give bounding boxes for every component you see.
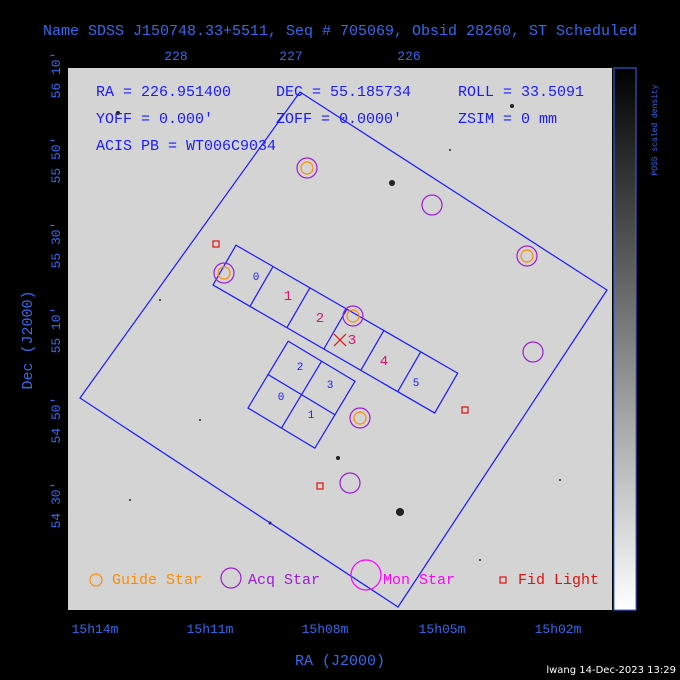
acis-s-array bbox=[212, 244, 459, 414]
title: Name SDSS J150748.33+5511, Seq # 705069,… bbox=[43, 23, 637, 40]
s-chip-label: 3 bbox=[348, 333, 356, 349]
header-dec: DEC = 55.185734 bbox=[276, 84, 411, 101]
header-zsim: ZSIM = 0 mm bbox=[458, 111, 557, 128]
x-axis-label: RA (J2000) bbox=[295, 653, 385, 670]
colorbar-tick-label: 2000 bbox=[640, 567, 650, 589]
colorbar-title: POSS scaled density bbox=[651, 84, 660, 175]
legend-label: Acq Star bbox=[248, 572, 320, 589]
s-chip-label: 0 bbox=[253, 272, 260, 284]
sky-image bbox=[68, 68, 612, 610]
colorbar-tick-label: 10^4 bbox=[640, 247, 650, 269]
fid-lights bbox=[212, 240, 469, 490]
footer: lwang 14-Dec-2023 13:29 bbox=[546, 665, 676, 676]
header-zoff: ZOFF = 0.0000' bbox=[276, 111, 402, 128]
left-tick-label: 56 10' bbox=[49, 52, 64, 99]
s-chip-label: 4 bbox=[380, 354, 388, 370]
left-tick-label: 55 10' bbox=[49, 307, 64, 354]
acq-stars bbox=[213, 157, 544, 494]
left-tick-label: 54 30' bbox=[49, 482, 64, 529]
colorbar-tick-label: 4000 bbox=[640, 486, 650, 508]
acis-i-array bbox=[247, 340, 356, 449]
s-chip-label: 1 bbox=[284, 289, 292, 305]
top-tick-label: 226 bbox=[397, 49, 420, 64]
stars bbox=[116, 104, 561, 561]
i-chip-label: 2 bbox=[297, 362, 304, 374]
top-tick-label: 228 bbox=[164, 49, 187, 64]
header-ra: RA = 226.951400 bbox=[96, 84, 231, 101]
header-roll: ROLL = 33.5091 bbox=[458, 84, 584, 101]
legend-icons bbox=[89, 559, 507, 591]
bottom-tick-label: 15h14m bbox=[72, 622, 119, 637]
legend-label: Guide Star bbox=[112, 572, 202, 589]
s-chip-label: 2 bbox=[316, 311, 324, 327]
left-tick-label: 55 30' bbox=[49, 222, 64, 269]
colorbar-tick-label: 6000 bbox=[640, 404, 650, 426]
colorbar-tick-label: 1.4x10^4 bbox=[640, 78, 650, 121]
colorbar-tick-label: 8000 bbox=[640, 324, 650, 346]
top-tick-label: 227 bbox=[279, 49, 302, 64]
i-chip-label: 1 bbox=[308, 410, 315, 422]
legend-label: Fid Light bbox=[518, 572, 599, 589]
field-of-view bbox=[79, 91, 608, 608]
i-chip-label: 0 bbox=[278, 392, 285, 404]
header-yoff: YOFF = 0.000' bbox=[96, 111, 213, 128]
left-tick-label: 54 50' bbox=[49, 397, 64, 444]
left-tick-label: 55 50' bbox=[49, 137, 64, 184]
bottom-tick-label: 15h02m bbox=[535, 622, 582, 637]
bottom-tick-label: 15h05m bbox=[419, 622, 466, 637]
header-acis: ACIS PB = WT006C9034 bbox=[96, 138, 276, 155]
s-chip-label: 5 bbox=[413, 378, 420, 390]
colorbar-tick-label: 1.2x10^4 bbox=[640, 163, 650, 206]
bottom-tick-label: 15h08m bbox=[302, 622, 349, 637]
guide-stars bbox=[217, 161, 534, 425]
i-chip-label: 3 bbox=[327, 380, 334, 392]
colorbar bbox=[613, 67, 637, 611]
legend-label: Mon Star bbox=[383, 572, 455, 589]
y-axis-label: Dec (J2000) bbox=[20, 290, 37, 389]
bottom-tick-label: 15h11m bbox=[187, 622, 234, 637]
